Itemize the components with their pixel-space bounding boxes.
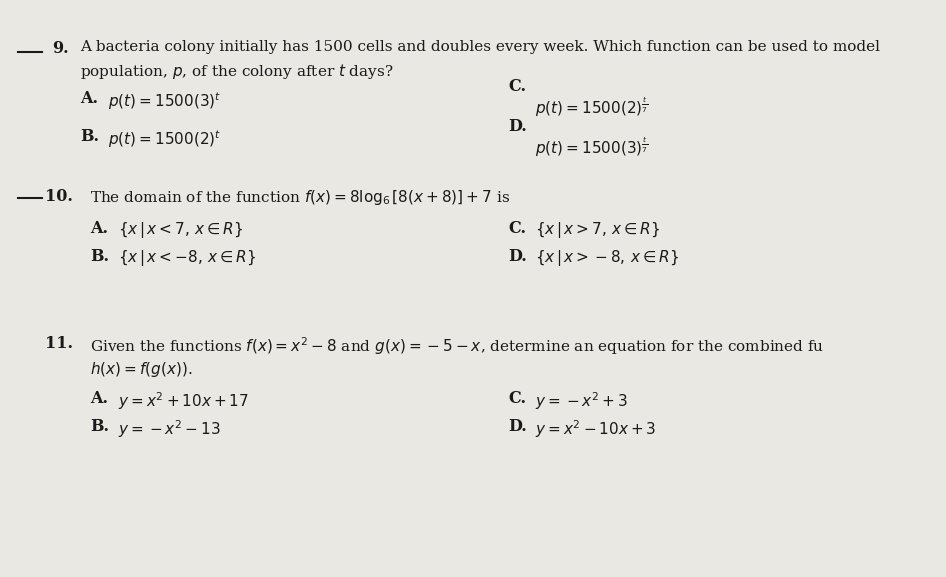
Text: Given the functions $f(x) = x^2 - 8$ and $g(x) = -5 - x$, determine an equation : Given the functions $f(x) = x^2 - 8$ and… [90, 335, 824, 357]
Text: D.: D. [508, 248, 527, 265]
Text: A.: A. [90, 220, 108, 237]
Text: C.: C. [508, 390, 526, 407]
Text: 11.: 11. [45, 335, 73, 352]
Text: D.: D. [508, 418, 527, 435]
Text: A bacteria colony initially has 1500 cells and doubles every week. Which functio: A bacteria colony initially has 1500 cel… [80, 40, 880, 54]
Text: $p(t) = 1500(3)^{t}$: $p(t) = 1500(3)^{t}$ [108, 90, 221, 112]
Text: $\{x\,|\,x > 7,\, x \in R\}$: $\{x\,|\,x > 7,\, x \in R\}$ [535, 220, 660, 240]
Text: A.: A. [80, 90, 98, 107]
Text: 10.: 10. [45, 188, 73, 205]
Text: $y = x^2 + 10x + 17$: $y = x^2 + 10x + 17$ [118, 390, 249, 412]
Text: $p(t) = 1500(2)^{t}$: $p(t) = 1500(2)^{t}$ [108, 128, 221, 149]
Text: $p(t) = 1500(3)^{\frac{t}{7}}$: $p(t) = 1500(3)^{\frac{t}{7}}$ [535, 135, 649, 159]
Text: $y = x^2 - 10x + 3$: $y = x^2 - 10x + 3$ [535, 418, 657, 440]
Text: B.: B. [90, 248, 109, 265]
Text: population, $p$, of the colony after $t$ days?: population, $p$, of the colony after $t$… [80, 62, 394, 81]
Text: $p(t) = 1500(2)^{\frac{t}{7}}$: $p(t) = 1500(2)^{\frac{t}{7}}$ [535, 95, 649, 119]
Text: $\{x\,|\,x < -8,\, x \in R\}$: $\{x\,|\,x < -8,\, x \in R\}$ [118, 248, 256, 268]
Text: $y = -x^2 + 3$: $y = -x^2 + 3$ [535, 390, 628, 412]
Text: $y = -x^2 - 13$: $y = -x^2 - 13$ [118, 418, 220, 440]
Text: C.: C. [508, 220, 526, 237]
Text: $\{x\,|\,x > -8,\, x \in R\}$: $\{x\,|\,x > -8,\, x \in R\}$ [535, 248, 679, 268]
Text: D.: D. [508, 118, 527, 135]
Text: B.: B. [80, 128, 99, 145]
Text: A.: A. [90, 390, 108, 407]
Text: 9.: 9. [52, 40, 69, 57]
Text: The domain of the function $f(x) = 8\log_6[8(x + 8)] + 7$ is: The domain of the function $f(x) = 8\log… [90, 188, 510, 207]
Text: $h(x) = f(g(x)).$: $h(x) = f(g(x)).$ [90, 360, 192, 379]
Text: $\{x\,|\,x < 7,\, x \in R\}$: $\{x\,|\,x < 7,\, x \in R\}$ [118, 220, 243, 240]
Text: C.: C. [508, 78, 526, 95]
Text: B.: B. [90, 418, 109, 435]
